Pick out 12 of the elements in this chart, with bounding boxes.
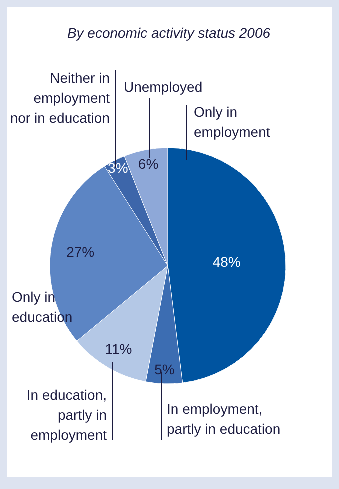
data-label: 3%: [108, 160, 128, 176]
data-label: 48%: [212, 254, 241, 270]
data-label: 6%: [138, 156, 159, 172]
slice-label: In employment, partly in education: [167, 401, 281, 437]
slice-label: Unemployed: [124, 79, 203, 95]
slice-label: Only in employment: [194, 104, 270, 140]
slice-label: Neither in employment nor in education: [10, 70, 110, 126]
slice-label: In education, partly in employment: [26, 387, 108, 443]
data-label: 27%: [66, 244, 95, 260]
data-label: 5%: [154, 362, 175, 378]
chart-title: By economic activity status 2006: [67, 25, 271, 41]
data-label: 11%: [105, 341, 132, 358]
